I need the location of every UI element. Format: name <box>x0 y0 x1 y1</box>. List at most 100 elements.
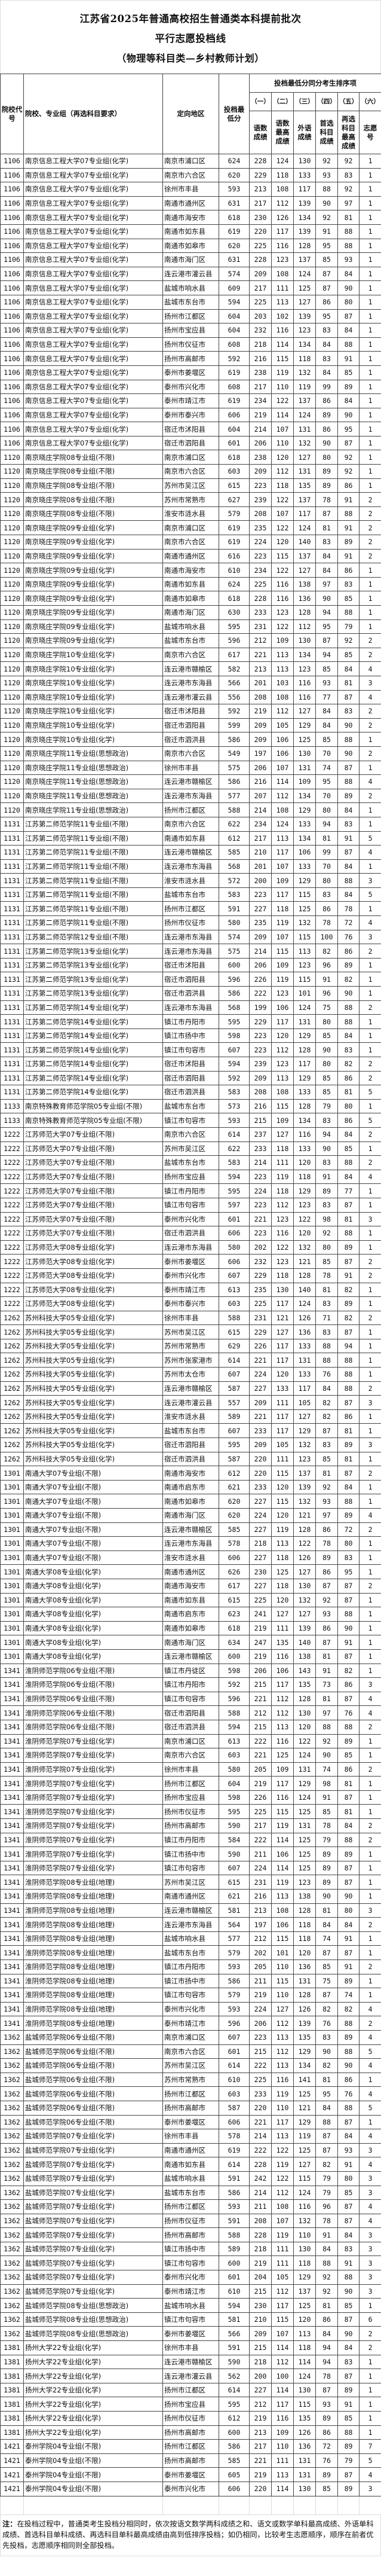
cell-chinese-math: 214 <box>249 802 272 817</box>
table-row: 1362 盐城师范学院08专业组(思想政治) 盐城市响水县 594 230 117 125 8… <box>0 2298 381 2313</box>
cell-region: 扬州市江都区 <box>162 2086 219 2101</box>
cell-group: 南京晓庄学院10专业组(化学) <box>23 647 163 663</box>
cell-foreign-language: 138 <box>293 576 316 592</box>
cell-first-subject: 82 <box>315 944 338 959</box>
cell-code: 1131 <box>0 859 24 874</box>
cell-first-subject: 82 <box>315 2001 338 2017</box>
cell-second-subject-max: 85 <box>337 1141 360 1156</box>
cell-code: 1301 <box>0 1479 24 1495</box>
cell-second-subject-max: 88 <box>337 605 360 620</box>
cell-chinese-math: 222 <box>249 986 272 1001</box>
table-row: 1362 盐城师范学院06专业组(不限) 扬州市高邮市 587 220 110 121 84 8… <box>0 2100 381 2116</box>
cell-region: 连云港市赣榆区 <box>162 2354 219 2370</box>
cell-region: 连云港市东海县 <box>162 929 219 945</box>
table-row: 1106 南京信息工程大学07专业组(化学) 盐城市东台市 594 225 113 127 8… <box>0 294 381 310</box>
cell-preference-no: 1 <box>358 182 381 197</box>
cell-code: 1341 <box>0 1663 24 1678</box>
cell-second-subject-max: 84 <box>337 887 360 902</box>
cell-region: 南通市通州区 <box>162 1564 219 1579</box>
cell-code: 1120 <box>0 647 24 663</box>
cell-chinese-math-max: 102 <box>271 309 294 324</box>
cell-second-subject-max: 82 <box>337 972 360 987</box>
table-row: 1421 泰州学院04专业组(不限) 扬州市高邮市 585 221 111 131 76 79 5 <box>0 2453 381 2468</box>
cell-min-score: 580 <box>219 1762 250 1777</box>
cell-preference-no: 3 <box>358 929 381 945</box>
cell-first-subject: 81 <box>315 2072 338 2087</box>
cell-region: 镇江市丹阳市 <box>162 1183 219 1198</box>
cell-preference-no: 2 <box>358 1127 381 1142</box>
cell-min-score: 631 <box>219 252 250 267</box>
cell-second-subject-max: 80 <box>337 2171 360 2186</box>
cell-region: 泰州市姜堰区 <box>162 2326 219 2342</box>
cell-second-subject-max: 91 <box>337 1931 360 1946</box>
cell-foreign-language: 139 <box>293 196 316 211</box>
cell-min-score: 617 <box>219 1578 250 1594</box>
cell-chinese-math: 230 <box>249 210 272 225</box>
table-row: 1120 南京晓庄学院10专业组(化学) 连云港市赣榆区 582 213 113 123 85… <box>0 661 381 676</box>
cell-code: 1106 <box>0 435 24 451</box>
cell-second-subject-max: 76 <box>337 1705 360 1720</box>
cell-group: 淮阴师范学院07专业组(化学) <box>23 1790 163 1805</box>
table-row: 1120 南京晓庄学院11专业组(思想政治) 徐州市丰县 575 206 107 131 74… <box>0 760 381 776</box>
header-item-3: 外语成绩 <box>293 111 316 154</box>
cell-code: 1106 <box>0 309 24 324</box>
cell-second-subject-max: 86 <box>337 478 360 493</box>
cell-region: 南通市海门区 <box>162 605 219 620</box>
cell-region: 扬州市江都区 <box>162 2439 219 2454</box>
cell-foreign-language: 125 <box>293 2086 316 2101</box>
cell-min-score: 601 <box>219 1211 250 1227</box>
cell-preference-no: 2 <box>358 1268 381 1283</box>
cell-region: 扬州市江都区 <box>162 309 219 324</box>
cell-chinese-math: 216 <box>249 774 272 789</box>
cell-foreign-language: 131 <box>293 1818 316 1833</box>
cell-preference-no: 5 <box>358 2100 381 2116</box>
cell-group: 盐城师范学院07专业组(化学) <box>23 2284 163 2299</box>
cell-second-subject-max: 84 <box>337 1917 360 1932</box>
cell-first-subject: 89 <box>315 1550 338 1565</box>
cell-group: 扬州大学22专业组(化学) <box>23 2397 163 2412</box>
cell-code: 1362 <box>0 2072 24 2087</box>
cell-region: 镇江市丹阳市 <box>162 1677 219 1692</box>
header-tier-1: （一） <box>249 92 272 111</box>
table-row: 1131 江苏第二师范学院12专业组(不限) 连云港市东海县 574 209 107 115… <box>0 929 381 945</box>
cell-code: 1131 <box>0 957 24 973</box>
cell-preference-no: 5 <box>358 2044 381 2059</box>
cell-chinese-math: 214 <box>249 2185 272 2200</box>
cell-chinese-math: 214 <box>249 422 272 437</box>
cell-preference-no: 4 <box>358 2199 381 2214</box>
cell-chinese-math: 231 <box>249 1310 272 1326</box>
cell-foreign-language: 120 <box>293 2312 316 2327</box>
cell-chinese-math: 228 <box>249 154 272 169</box>
cell-code: 1341 <box>0 1917 24 1932</box>
cell-code: 1362 <box>0 2326 24 2342</box>
cell-code: 1106 <box>0 167 24 183</box>
cell-chinese-math-max: 111 <box>271 2241 294 2257</box>
cell-min-score: 598 <box>219 1790 250 1805</box>
cell-min-score: 604 <box>219 309 250 324</box>
cell-chinese-math: 206 <box>249 957 272 973</box>
cell-min-score: 608 <box>219 379 250 395</box>
cell-region: 南通市如皋市 <box>162 238 219 254</box>
cell-chinese-math: 223 <box>249 1028 272 1043</box>
cell-second-subject-max: 84 <box>337 1127 360 1142</box>
cell-chinese-math-max: 106 <box>271 1846 294 1861</box>
cell-foreign-language: 129 <box>293 2270 316 2285</box>
cell-group: 江苏师范大学07专业组(不限) <box>23 1197 163 1213</box>
cell-chinese-math-max: 117 <box>271 845 294 860</box>
cell-preference-no: 1 <box>358 1183 381 1198</box>
table-row: 1262 苏州科技大学05专业组(化学) 苏州市吴江区 615 229 127 136 83 8… <box>0 1324 381 1339</box>
cell-chinese-math: 217 <box>249 196 272 211</box>
cell-group: 南京信息工程大学07专业组(化学) <box>23 323 163 338</box>
cell-chinese-math: 218 <box>249 1536 272 1551</box>
cell-region: 镇江市扬中市 <box>162 2241 219 2257</box>
cell-foreign-language: 134 <box>293 1113 316 1128</box>
cell-region: 扬州市高邮市 <box>162 2425 219 2440</box>
cell-foreign-language: 129 <box>293 1070 316 1086</box>
table-row: 1262 苏州科技大学05专业组(化学) 连云港市赣榆区 587 227 133 117 84… <box>0 1381 381 1396</box>
cell-group: 江苏师范大学07专业组(不限) <box>23 1226 163 1241</box>
cell-second-subject-max: 90 <box>337 1889 360 1904</box>
cell-min-score: 586 <box>219 2439 250 2454</box>
cell-first-subject: 84 <box>315 2326 338 2342</box>
cell-foreign-language: 115 <box>293 2171 316 2186</box>
table-row: 1120 南京晓庄学院08专业组(不限) 苏州市常熟市 627 239 122 137 78 9… <box>0 492 381 507</box>
